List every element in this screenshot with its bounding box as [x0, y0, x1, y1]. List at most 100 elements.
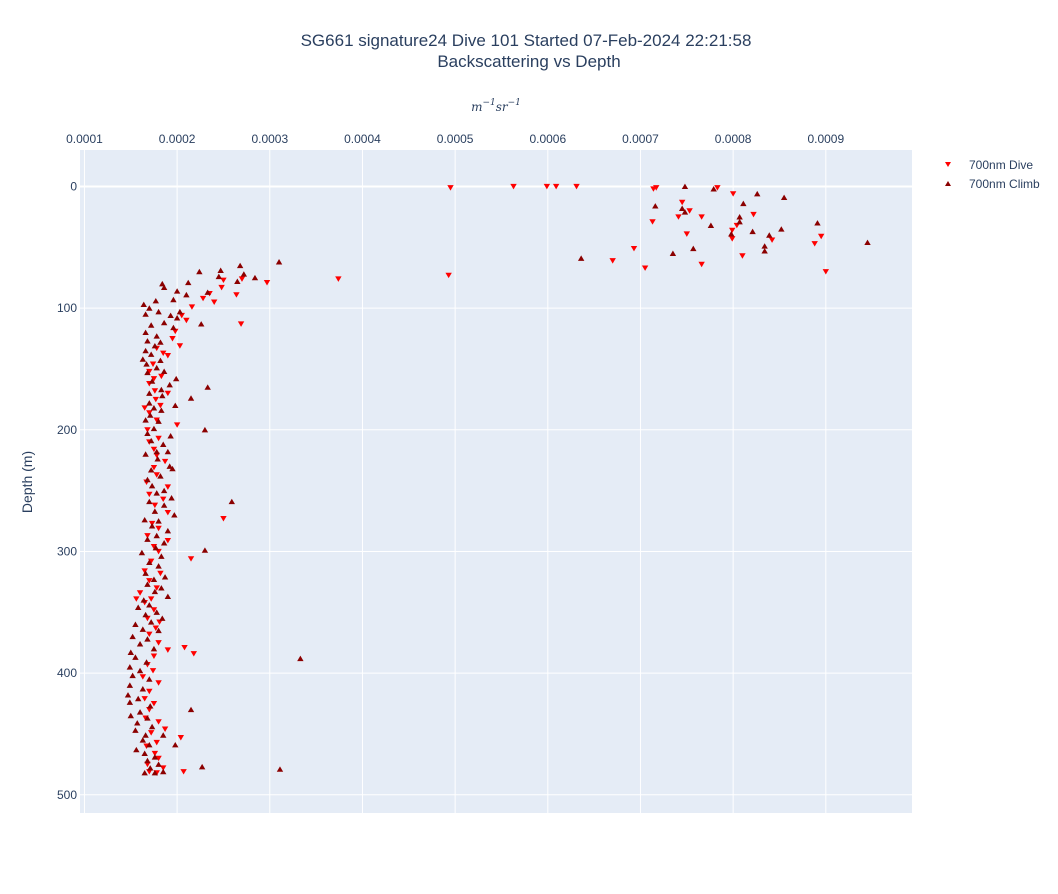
- data-point: [166, 463, 173, 469]
- data-point: [150, 700, 158, 707]
- data-point: [164, 484, 172, 490]
- data-point: [155, 418, 162, 424]
- legend-dive-label: 700nm Dive: [969, 158, 1033, 172]
- legend[interactable]: 700nm Dive 700nm Climb: [945, 158, 1040, 191]
- data-point: [147, 351, 155, 357]
- y-tick-label: 100: [57, 301, 77, 315]
- data-point: [183, 317, 190, 324]
- data-point: [171, 512, 178, 518]
- data-point: [169, 335, 176, 342]
- data-point: [141, 568, 148, 574]
- data-point: [778, 226, 785, 232]
- data-point: [183, 291, 190, 298]
- plot-area: [80, 150, 912, 813]
- data-point: [160, 368, 168, 374]
- data-point: [155, 761, 162, 767]
- data-point: [126, 664, 134, 670]
- data-point: [160, 496, 167, 503]
- data-point: [151, 750, 159, 757]
- legend-item-dive[interactable]: 700nm Dive: [945, 158, 1033, 172]
- data-point: [543, 183, 551, 190]
- data-point: [141, 750, 148, 756]
- data-point: [151, 508, 159, 514]
- x-tick-label: 0.0007: [622, 132, 659, 146]
- data-point: [710, 186, 717, 192]
- y-tick-label: 200: [57, 423, 77, 437]
- data-point: [160, 350, 167, 357]
- data-point: [188, 304, 196, 310]
- data-point: [275, 259, 283, 265]
- data-point: [698, 261, 705, 268]
- data-point: [150, 446, 158, 453]
- data-point: [136, 641, 144, 647]
- data-point: [150, 576, 158, 582]
- data-point: [698, 214, 705, 220]
- data-point: [160, 441, 167, 447]
- data-point: [204, 384, 211, 390]
- y-tick-label: 0: [70, 179, 77, 193]
- legend-item-climb[interactable]: 700nm Climb: [945, 177, 1040, 191]
- data-point: [164, 537, 172, 544]
- data-point: [164, 390, 172, 397]
- y-tick-label: 500: [57, 788, 77, 802]
- x-axis-title-exp-m: −1: [482, 98, 495, 108]
- data-point: [155, 435, 162, 442]
- data-point: [210, 299, 218, 305]
- data-point: [144, 430, 151, 437]
- data-point: [126, 699, 134, 705]
- data-point: [158, 553, 165, 559]
- data-point: [146, 602, 153, 608]
- data-point: [147, 412, 154, 418]
- x-axis-ticks: 0.0001 0.0002 0.0003 0.0004 0.0005 0.0006 0.00…: [66, 132, 844, 146]
- data-point: [768, 237, 776, 243]
- data-point: [141, 405, 148, 411]
- x-tick-label: 0.0001: [66, 132, 103, 146]
- x-axis-title-exp-sr: −1: [508, 98, 521, 108]
- data-point: [761, 243, 768, 249]
- x-tick-label: 0.0009: [807, 132, 844, 146]
- data-point: [132, 621, 139, 628]
- data-point: [144, 581, 151, 587]
- data-point: [153, 532, 160, 539]
- data-point: [153, 448, 160, 455]
- data-point: [173, 288, 181, 294]
- data-point: [146, 410, 153, 416]
- data-point: [141, 516, 148, 523]
- data-point: [686, 208, 693, 214]
- data-point: [146, 578, 153, 584]
- data-point: [201, 547, 209, 553]
- data-point: [139, 626, 147, 632]
- data-point: [297, 655, 304, 662]
- data-point: [155, 308, 162, 315]
- x-tick-label: 0.0006: [529, 132, 566, 146]
- data-point: [164, 527, 172, 534]
- data-point: [166, 381, 173, 388]
- legend-climb-marker-icon: [945, 181, 951, 186]
- data-point: [129, 633, 136, 640]
- data-point: [237, 321, 245, 327]
- data-point: [155, 525, 162, 532]
- data-point: [143, 659, 150, 665]
- data-point: [160, 284, 168, 291]
- data-point: [198, 321, 205, 327]
- data-point: [147, 596, 155, 602]
- data-point: [187, 556, 195, 562]
- data-point: [220, 516, 227, 522]
- data-point: [154, 456, 161, 462]
- data-point: [139, 737, 147, 743]
- x-tick-label: 0.0008: [715, 132, 752, 146]
- data-point: [164, 448, 172, 455]
- data-point: [133, 596, 140, 602]
- data-point: [134, 720, 141, 726]
- data-point: [510, 183, 517, 190]
- data-point: [236, 262, 244, 269]
- data-point: [445, 272, 452, 279]
- data-point: [148, 482, 156, 489]
- data-points: [124, 183, 871, 776]
- data-point: [173, 314, 181, 321]
- data-point: [139, 356, 147, 362]
- data-point: [749, 228, 756, 235]
- data-point: [761, 248, 768, 254]
- data-point: [146, 676, 153, 682]
- data-point: [155, 755, 162, 762]
